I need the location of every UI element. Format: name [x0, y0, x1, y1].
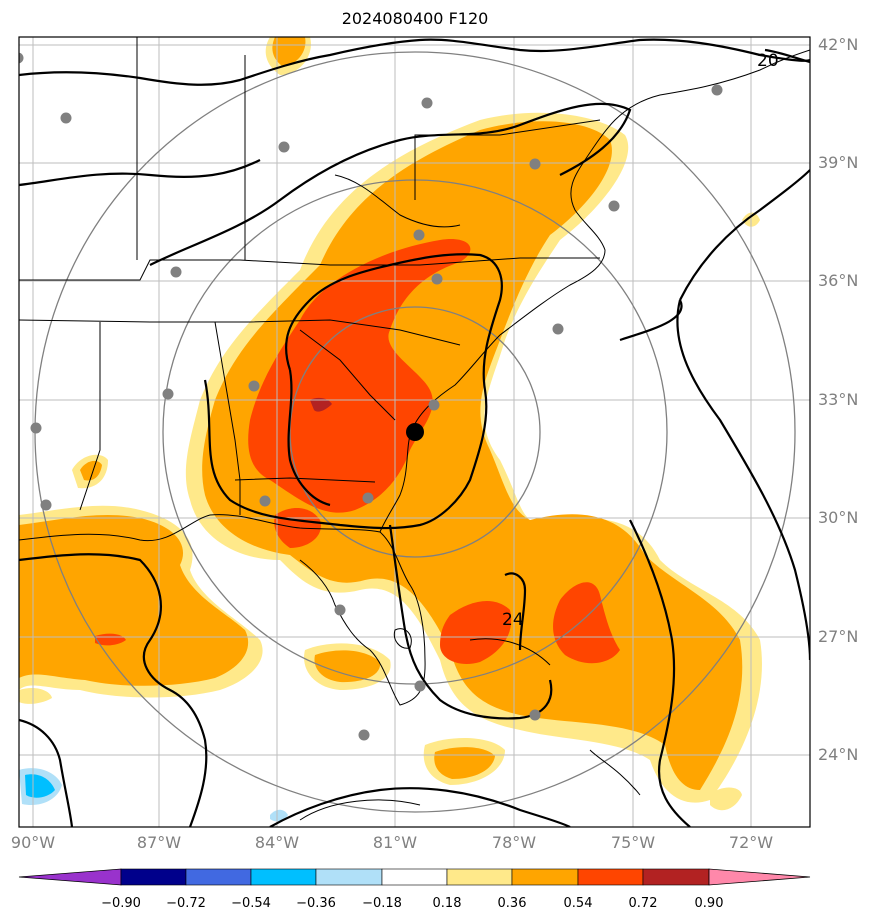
colorbar-segment [577, 868, 644, 886]
station-marker [552, 323, 564, 335]
map-frame [18, 36, 811, 828]
colorbar-tick: −0.54 [231, 896, 271, 911]
lat-label-30n: 30°N [818, 508, 859, 527]
station-marker [362, 492, 374, 504]
lat-label-33n: 33°N [818, 390, 859, 409]
fill-level-072 [310, 397, 332, 412]
station-marker [428, 399, 440, 411]
lat-label-27n: 27°N [818, 627, 859, 646]
fill-negative [19, 768, 288, 822]
lon-label-81w: 81°W [372, 833, 418, 852]
colorbar-segment [446, 868, 513, 886]
station-marker [421, 97, 433, 109]
lat-label-42n: 42°N [818, 35, 859, 54]
station-marker [170, 266, 182, 278]
colorbar-tick: 0.90 [694, 896, 724, 911]
station-marker [278, 141, 290, 153]
station-marker [19, 52, 24, 64]
height-contours [19, 38, 810, 827]
colorbar-segment [250, 868, 317, 886]
colorbar-tick: −0.72 [166, 896, 206, 911]
colorbar-tick: −0.18 [362, 896, 402, 911]
colorbar-segment [185, 868, 252, 886]
map-title: 2024080400 F120 [341, 9, 489, 28]
station-marker [529, 158, 541, 170]
station-marker [334, 604, 346, 616]
colorbar-segment [315, 868, 383, 886]
colorbar-segment [381, 868, 448, 886]
station-marker [358, 729, 370, 741]
station-marker [413, 229, 425, 241]
colorbar-tick: −0.90 [101, 896, 141, 911]
lon-label-72w: 72°W [728, 833, 774, 852]
colorbar-segment [18, 868, 122, 886]
lon-label-90w: 90°W [10, 833, 56, 852]
colorbar-segment [120, 868, 187, 886]
station-marker [40, 499, 52, 511]
colorbar-tick: 0.18 [432, 896, 462, 911]
station-marker [30, 422, 42, 434]
station-marker [608, 200, 620, 212]
station-marker [529, 709, 541, 721]
station-marker [414, 680, 426, 692]
station-markers [19, 52, 723, 741]
colorbar-segment [708, 868, 811, 886]
colorbar [18, 868, 811, 886]
station-marker [259, 495, 271, 507]
center-marker [406, 423, 424, 441]
colorbar-tick: 0.72 [628, 896, 658, 911]
station-marker [60, 112, 72, 124]
lat-label-36n: 36°N [818, 271, 859, 290]
colorbar-tick: 0.54 [563, 896, 593, 911]
station-marker [162, 388, 174, 400]
lon-label-84w: 84°W [254, 833, 300, 852]
colorbar-tick: −0.36 [296, 896, 336, 911]
lon-label-78w: 78°W [491, 833, 537, 852]
colorbar-segment [642, 868, 710, 886]
lat-label-39n: 39°N [818, 153, 859, 172]
lat-label-24n: 24°N [818, 745, 859, 764]
contour-label-20: 20 [757, 51, 779, 71]
colorbar-tick: 0.36 [497, 896, 527, 911]
station-marker [711, 84, 723, 96]
lon-label-75w: 75°W [610, 833, 656, 852]
contour-label-24: 24 [502, 610, 524, 630]
colorbar-segment [511, 868, 579, 886]
lon-label-87w: 87°W [136, 833, 182, 852]
station-marker [431, 273, 443, 285]
station-marker [248, 380, 260, 392]
